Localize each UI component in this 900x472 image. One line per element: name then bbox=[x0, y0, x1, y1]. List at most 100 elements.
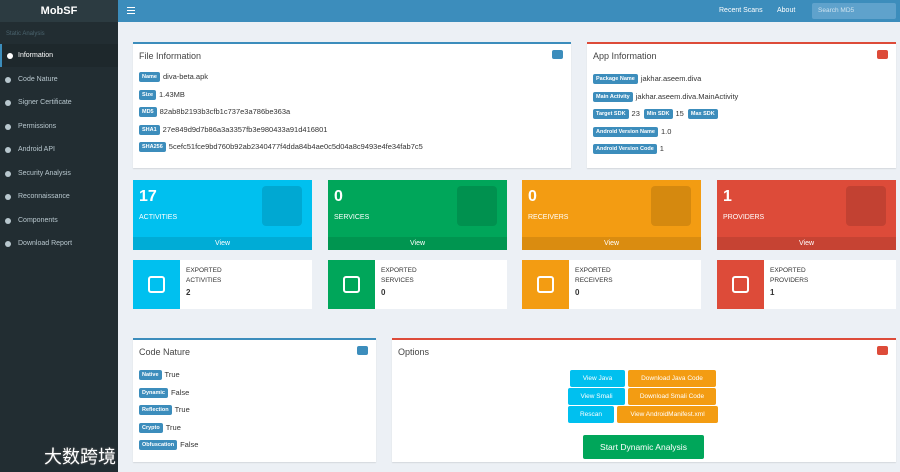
sidebar-item[interactable]: Code Nature bbox=[0, 68, 118, 91]
watermark: 大数跨境 bbox=[44, 447, 116, 468]
app-info-box: App Information Package Name jakhar.aseem… bbox=[587, 42, 896, 168]
exported-box: EXPORTED ACTIVITIES 2 bbox=[133, 260, 312, 309]
nature-row: Dynamic False bbox=[139, 387, 189, 399]
menu-toggle[interactable] bbox=[127, 7, 135, 14]
stat-icon bbox=[651, 186, 691, 226]
sidebar: Static Analysis Information Code Nature Si… bbox=[0, 22, 118, 472]
sidebar-label: Information bbox=[18, 52, 54, 59]
field-label: Package Name bbox=[593, 74, 638, 85]
field-label: Reflection bbox=[139, 405, 172, 416]
field-label: Max SDK bbox=[687, 109, 718, 120]
field-label: Crypto bbox=[139, 422, 163, 433]
exported-label: EXPORTED RECEIVERS bbox=[575, 267, 613, 284]
exported-label: EXPORTED SERVICES bbox=[381, 267, 417, 284]
sidebar-icon bbox=[7, 53, 13, 59]
nature-row: Obfuscation False bbox=[139, 439, 198, 451]
nav-link[interactable]: About bbox=[777, 7, 796, 14]
nature-row: Native True bbox=[139, 369, 180, 381]
stat-count: 0 bbox=[528, 188, 537, 205]
primary-button[interactable]: Start Dynamic Analysis bbox=[583, 435, 704, 459]
exported-icon bbox=[717, 260, 764, 309]
stat-icon bbox=[457, 186, 497, 226]
icon-glyph bbox=[732, 276, 749, 293]
option-button[interactable]: Download Smali Code bbox=[628, 388, 716, 405]
exported-icon bbox=[522, 260, 569, 309]
field-value: True bbox=[165, 422, 181, 432]
field-value: False bbox=[170, 387, 190, 397]
sidebar-label: Code Nature bbox=[18, 75, 58, 83]
search-input[interactable]: Search MD5 bbox=[812, 3, 896, 19]
nav-link[interactable]: Recent Scans bbox=[719, 7, 763, 14]
stat-icon bbox=[846, 186, 886, 226]
icon-glyph bbox=[148, 276, 165, 293]
nature-row: Crypto True bbox=[139, 422, 181, 434]
field-value: 1 bbox=[659, 144, 664, 153]
stat-link[interactable]: View bbox=[717, 237, 896, 250]
option-button[interactable]: View AndroidManifest.xml bbox=[617, 406, 718, 423]
sidebar-label: Signer Certificate bbox=[18, 99, 72, 106]
box-icon bbox=[357, 346, 368, 355]
info-row: SHA256 5cefc51fce9bd760b92ab2340477f4dda8… bbox=[139, 141, 423, 153]
exported-count: 0 bbox=[381, 288, 386, 297]
info-row: SHA1 27e849d9d7b86a3a3357fb3e980433a91d41… bbox=[139, 124, 327, 136]
info-row: Package Name jakhar.aseem.diva bbox=[593, 73, 705, 85]
info-row: Main Activity jakhar.aseem.diva.MainActiv… bbox=[593, 91, 742, 103]
field-value: 5cefc51fce9bd760b92ab2340477f4dda84b4ae0… bbox=[168, 142, 423, 151]
sidebar-item[interactable]: Components bbox=[0, 209, 118, 232]
box-icon bbox=[877, 346, 888, 355]
stat-link[interactable]: View bbox=[522, 237, 701, 250]
field-value: diva-beta.apk bbox=[162, 72, 209, 81]
file-info-box: File Information Name diva-beta.apk Size 1.… bbox=[133, 42, 571, 168]
exported-label: EXPORTED PROVIDERS bbox=[770, 267, 809, 284]
option-button[interactable]: Rescan bbox=[568, 406, 614, 423]
option-button[interactable]: Download Java Code bbox=[628, 370, 716, 387]
field-value: False bbox=[180, 440, 199, 449]
field-value: 27e849d9d7b86a3a3357fb3e980433a91d416801 bbox=[162, 124, 328, 134]
field-value: True bbox=[174, 405, 190, 414]
stat-label: ACTIVITIES bbox=[139, 214, 178, 221]
exported-icon bbox=[133, 260, 180, 309]
stat-link[interactable]: View bbox=[328, 237, 507, 250]
exported-count: 2 bbox=[186, 288, 191, 297]
stat-label: PROVIDERS bbox=[723, 214, 765, 221]
field-label: Native bbox=[139, 370, 162, 381]
sidebar-item[interactable]: Android API bbox=[0, 138, 118, 161]
sidebar-item[interactable]: Reconnaissance bbox=[0, 185, 118, 208]
sidebar-item[interactable]: Signer Certificate bbox=[0, 91, 118, 114]
exported-icon bbox=[328, 260, 375, 309]
field-value: 1.0 bbox=[661, 126, 672, 136]
stat-link[interactable]: View bbox=[133, 237, 312, 250]
sidebar-label: Reconnaissance bbox=[18, 193, 70, 200]
sidebar-label: Security Analysis bbox=[18, 169, 71, 177]
field-label: Name bbox=[139, 72, 160, 83]
field-value: 1.43MB bbox=[159, 89, 185, 99]
sidebar-icon bbox=[5, 76, 11, 83]
field-value: 82ab8b2193b3cfb1c737e3a786be363a bbox=[159, 107, 291, 116]
sidebar-item[interactable]: Download Report bbox=[0, 232, 118, 255]
sidebar-item[interactable]: Information bbox=[0, 44, 118, 67]
code-nature-box: Code Nature Native True Dynamic False Reflec… bbox=[133, 338, 376, 462]
exported-box: EXPORTED PROVIDERS 1 bbox=[717, 260, 896, 309]
info-row: Name diva-beta.apk bbox=[139, 71, 208, 83]
stat-count: 1 bbox=[723, 188, 732, 205]
field-label: SHA256 bbox=[139, 142, 166, 153]
exported-box: EXPORTED SERVICES 0 bbox=[328, 260, 507, 309]
field-label: Dynamic bbox=[139, 387, 168, 398]
sidebar-label: Components bbox=[18, 216, 58, 224]
exported-count: 1 bbox=[770, 288, 775, 297]
field-label: Target SDK bbox=[593, 109, 629, 120]
sidebar-item[interactable]: Security Analysis bbox=[0, 162, 118, 185]
field-label: Android Version Code bbox=[593, 144, 657, 155]
info-row: Target SDK 23 Min SDK 15 Max SDK bbox=[593, 108, 721, 120]
option-button[interactable]: View Smali bbox=[568, 388, 625, 405]
sidebar-icon bbox=[5, 123, 11, 130]
sidebar-item[interactable]: Permissions bbox=[0, 115, 118, 138]
stat-label: SERVICES bbox=[334, 214, 370, 221]
logo[interactable]: MobSF bbox=[0, 0, 118, 22]
icon-glyph bbox=[343, 276, 360, 293]
field-label: Size bbox=[139, 89, 157, 100]
option-button[interactable]: View Java bbox=[570, 370, 625, 387]
field-value: 23 bbox=[631, 109, 640, 118]
field-label: Min SDK bbox=[643, 109, 673, 120]
